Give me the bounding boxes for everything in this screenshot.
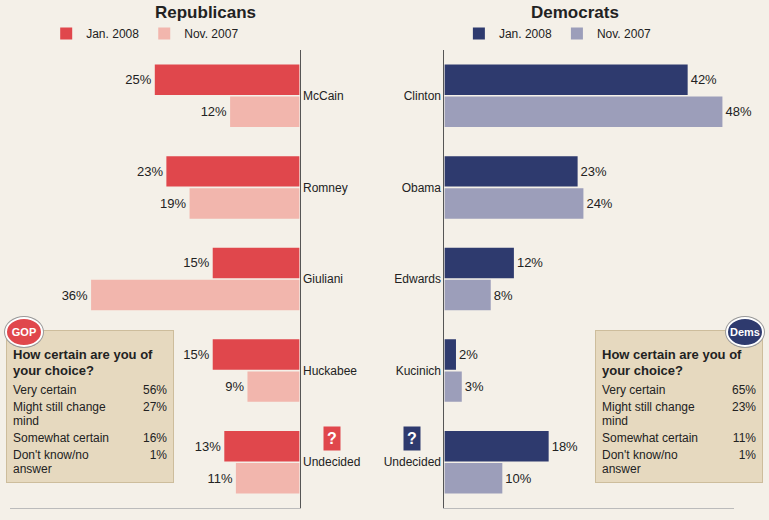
- html-text:Might still change mind: Might still change mind: [602, 400, 695, 428]
- html-text:How certain are you of your ch: How certain are you of your choice?: [602, 347, 742, 378]
- svg-text:Jan. 2008: Jan. 2008: [86, 27, 139, 41]
- html-text:1%: 1%: [738, 448, 756, 462]
- svg-text:13%: 13%: [195, 439, 221, 454]
- svg-text:3%: 3%: [465, 379, 484, 394]
- svg-text:19%: 19%: [160, 196, 186, 211]
- svg-text:18%: 18%: [552, 439, 578, 454]
- html-text:Very certain: Very certain: [13, 383, 77, 397]
- svg-text:Republicans: Republicans: [155, 3, 256, 22]
- svg-text:Clinton: Clinton: [404, 89, 441, 103]
- svg-text:Obama: Obama: [402, 181, 442, 195]
- svg-text:23%: 23%: [581, 164, 607, 179]
- html-text:65%: 65%: [732, 383, 756, 397]
- html-text:1%: 1%: [149, 448, 167, 462]
- svg-text:23%: 23%: [137, 164, 163, 179]
- svg-text:8%: 8%: [494, 288, 513, 303]
- svg-text:Nov. 2007: Nov. 2007: [597, 27, 651, 41]
- svg-text:Undecided: Undecided: [303, 455, 360, 469]
- svg-text:10%: 10%: [505, 471, 531, 486]
- svg-text:Huckabee: Huckabee: [303, 364, 357, 378]
- svg-text:McCain: McCain: [303, 89, 344, 103]
- svg-text:Kucinich: Kucinich: [396, 364, 441, 378]
- svg-text:Undecided: Undecided: [384, 455, 441, 469]
- svg-text:11%: 11%: [207, 471, 232, 486]
- svg-text:Edwards: Edwards: [394, 272, 441, 286]
- svg-text:2%: 2%: [459, 347, 478, 362]
- html-text:56%: 56%: [143, 383, 167, 397]
- html-text:Somewhat certain: Somewhat certain: [602, 431, 698, 445]
- svg-text:Nov. 2007: Nov. 2007: [184, 27, 238, 41]
- svg-text:Giuliani: Giuliani: [303, 272, 343, 286]
- html-text:Very certain: Very certain: [602, 383, 666, 397]
- html-text:Dems: Dems: [730, 326, 760, 338]
- svg-text:15%: 15%: [183, 347, 209, 362]
- html-text:Might still change mind: Might still change mind: [13, 400, 106, 428]
- html-text:GOP: GOP: [11, 326, 37, 338]
- svg-text:48%: 48%: [725, 104, 751, 119]
- svg-text:?: ?: [327, 430, 337, 447]
- svg-text:Romney: Romney: [303, 181, 348, 195]
- svg-text:24%: 24%: [586, 196, 612, 211]
- svg-text:?: ?: [407, 430, 417, 447]
- svg-text:Jan. 2008: Jan. 2008: [499, 27, 552, 41]
- svg-text:25%: 25%: [125, 72, 151, 87]
- svg-text:12%: 12%: [517, 255, 543, 270]
- svg-text:42%: 42%: [691, 72, 717, 87]
- svg-text:9%: 9%: [225, 379, 244, 394]
- html-text:Don't know/no answer: Don't know/no answer: [602, 448, 678, 476]
- html-text:11%: 11%: [732, 431, 756, 445]
- svg-text:Democrats: Democrats: [531, 3, 619, 22]
- html-text:How certain are you of your ch: How certain are you of your choice?: [13, 347, 153, 378]
- html-text:23%: 23%: [732, 400, 756, 414]
- html-text:16%: 16%: [143, 431, 167, 445]
- svg-text:36%: 36%: [62, 288, 88, 303]
- svg-text:15%: 15%: [183, 255, 209, 270]
- html-text:27%: 27%: [143, 400, 167, 414]
- svg-text:12%: 12%: [201, 104, 227, 119]
- html-text:Somewhat certain: Somewhat certain: [13, 431, 109, 445]
- html-text:Don't know/no answer: Don't know/no answer: [13, 448, 89, 476]
